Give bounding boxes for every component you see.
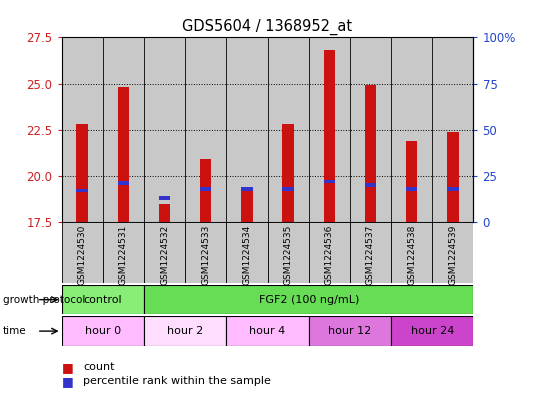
FancyBboxPatch shape (62, 222, 103, 283)
Text: GSM1224537: GSM1224537 (366, 225, 375, 285)
Bar (406, 187, 417, 191)
FancyBboxPatch shape (62, 285, 144, 314)
FancyBboxPatch shape (391, 316, 473, 346)
Bar (77, 124, 88, 222)
FancyBboxPatch shape (268, 222, 309, 283)
FancyBboxPatch shape (144, 316, 226, 346)
Text: GSM1224536: GSM1224536 (325, 225, 334, 285)
Bar (241, 187, 253, 191)
Text: control: control (83, 295, 122, 305)
Text: hour 0: hour 0 (85, 326, 121, 336)
Text: ■: ■ (62, 361, 73, 374)
Title: GDS5604 / 1368952_at: GDS5604 / 1368952_at (182, 18, 353, 35)
FancyBboxPatch shape (350, 222, 391, 283)
FancyBboxPatch shape (309, 316, 391, 346)
Bar (282, 187, 294, 191)
Text: GSM1224530: GSM1224530 (78, 225, 87, 285)
Text: GSM1224533: GSM1224533 (201, 225, 210, 285)
Bar (159, 204, 170, 222)
FancyBboxPatch shape (391, 222, 432, 283)
FancyBboxPatch shape (226, 316, 309, 346)
Text: hour 4: hour 4 (249, 326, 286, 336)
Text: percentile rank within the sample: percentile rank within the sample (83, 376, 271, 386)
Text: GSM1224534: GSM1224534 (242, 225, 251, 285)
Bar (268, 37, 309, 222)
FancyBboxPatch shape (62, 316, 144, 346)
Bar (200, 187, 211, 191)
Text: GSM1224535: GSM1224535 (284, 225, 293, 285)
Text: time: time (3, 326, 26, 336)
Text: GSM1224539: GSM1224539 (448, 225, 457, 285)
Bar (200, 159, 211, 222)
Bar (62, 37, 103, 222)
Text: hour 2: hour 2 (167, 326, 203, 336)
Bar (185, 37, 226, 222)
FancyBboxPatch shape (185, 222, 226, 283)
Bar (118, 182, 129, 185)
Bar (159, 196, 170, 200)
Bar (226, 37, 268, 222)
Bar (365, 183, 376, 187)
Bar (447, 132, 458, 222)
FancyBboxPatch shape (144, 285, 473, 314)
Text: GSM1224531: GSM1224531 (119, 225, 128, 285)
FancyBboxPatch shape (144, 222, 185, 283)
FancyBboxPatch shape (226, 222, 268, 283)
Bar (282, 124, 294, 222)
FancyBboxPatch shape (103, 222, 144, 283)
Bar (391, 37, 432, 222)
Bar (77, 189, 88, 193)
Bar (241, 189, 253, 222)
Bar (447, 187, 458, 191)
Bar (324, 50, 335, 222)
Text: GSM1224538: GSM1224538 (407, 225, 416, 285)
Bar (324, 180, 335, 183)
Text: hour 12: hour 12 (328, 326, 371, 336)
Bar (432, 37, 473, 222)
Text: count: count (83, 362, 114, 373)
Text: GSM1224532: GSM1224532 (160, 225, 169, 285)
Bar (144, 37, 185, 222)
Text: hour 24: hour 24 (410, 326, 454, 336)
Text: ■: ■ (62, 375, 73, 388)
Bar (103, 37, 144, 222)
FancyBboxPatch shape (309, 222, 350, 283)
Text: FGF2 (100 ng/mL): FGF2 (100 ng/mL) (258, 295, 359, 305)
Bar (118, 87, 129, 222)
Bar (309, 37, 350, 222)
FancyBboxPatch shape (432, 222, 473, 283)
Bar (406, 141, 417, 222)
Bar (365, 85, 376, 222)
Bar (350, 37, 391, 222)
Text: growth protocol: growth protocol (3, 295, 85, 305)
